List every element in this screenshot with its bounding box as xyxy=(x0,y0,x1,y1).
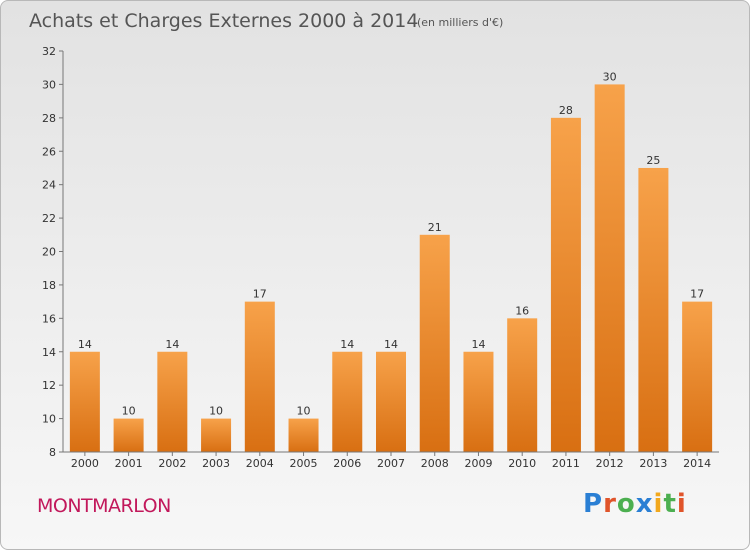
y-tick-label: 18 xyxy=(42,279,56,292)
y-tick-label: 32 xyxy=(42,45,56,58)
bar xyxy=(244,301,275,452)
y-tick-label: 14 xyxy=(42,346,56,359)
y-tick-label: 10 xyxy=(42,413,56,426)
logo-letter: t xyxy=(663,489,677,519)
bar xyxy=(288,418,319,452)
bar xyxy=(157,351,188,452)
x-tick-label: 2014 xyxy=(683,457,711,470)
bar xyxy=(507,318,538,452)
y-tick-label: 26 xyxy=(42,145,56,158)
bar-value-label: 17 xyxy=(690,288,704,301)
bar-value-label: 14 xyxy=(384,338,398,351)
y-tick-label: 24 xyxy=(42,179,56,192)
chart-title: Achats et Charges Externes 2000 à 2014 xyxy=(29,10,418,32)
y-tick-label: 16 xyxy=(42,312,56,325)
logo-letter: r xyxy=(603,489,617,519)
x-tick-label: 2001 xyxy=(115,457,143,470)
logo-letter: o xyxy=(616,489,636,519)
bar-value-label: 10 xyxy=(297,405,311,418)
y-tick-label: 30 xyxy=(42,78,56,91)
logo-letter: i xyxy=(676,489,687,519)
logo-letter: i xyxy=(653,489,664,519)
x-tick-label: 2008 xyxy=(421,457,449,470)
x-tick-label: 2000 xyxy=(71,457,99,470)
bar-value-label: 25 xyxy=(646,154,660,167)
y-tick-label: 20 xyxy=(42,246,56,259)
bar-value-label: 14 xyxy=(471,338,485,351)
x-tick-label: 2010 xyxy=(508,457,536,470)
x-tick-label: 2011 xyxy=(552,457,580,470)
proxiti-logo: Proxiti xyxy=(583,489,687,519)
y-tick-label: 22 xyxy=(42,212,56,225)
bar-value-label: 28 xyxy=(559,104,573,117)
x-tick-label: 2004 xyxy=(246,457,274,470)
logo-letter: x xyxy=(635,489,654,519)
bar xyxy=(463,351,494,452)
y-tick-label: 28 xyxy=(42,112,56,125)
x-tick-label: 2002 xyxy=(158,457,186,470)
bar xyxy=(550,117,581,452)
x-axis: 2000 2001 2002 2003 2004 2005 2006 2007 2008 2009… xyxy=(63,451,719,470)
bar xyxy=(682,301,713,452)
bar xyxy=(638,167,669,453)
bar xyxy=(332,351,363,452)
bar xyxy=(594,84,625,453)
x-tick-label: 2009 xyxy=(464,457,492,470)
town-name: MONTMARLON xyxy=(37,495,171,517)
y-tick-label: 8 xyxy=(49,446,56,459)
bar-value-label: 10 xyxy=(209,405,223,418)
bars: 14 10 14 10 17 10 14 14 21 14 16 28 30 25 17 xyxy=(69,70,713,453)
x-tick-label: 2013 xyxy=(639,457,667,470)
bar-value-label: 16 xyxy=(515,304,529,317)
bar-value-label: 14 xyxy=(78,338,92,351)
bar xyxy=(201,418,232,452)
bar-value-label: 14 xyxy=(165,338,179,351)
x-tick-label: 2005 xyxy=(290,457,318,470)
chart-subtitle: (en milliers d'€) xyxy=(417,16,503,29)
bar-value-label: 14 xyxy=(340,338,354,351)
bar xyxy=(376,351,406,452)
x-tick-label: 2007 xyxy=(377,457,405,470)
bar-value-label: 21 xyxy=(428,221,442,234)
y-axis: 8 10 12 14 16 18 20 22 24 26 28 30 32 xyxy=(42,45,64,459)
bar-value-label: 10 xyxy=(122,405,136,418)
bar xyxy=(419,234,450,452)
y-tick-label: 12 xyxy=(42,379,56,392)
x-tick-label: 2012 xyxy=(596,457,624,470)
logo-letter: P xyxy=(583,489,604,519)
bar-value-label: 17 xyxy=(253,288,267,301)
bar xyxy=(113,418,144,452)
bar xyxy=(69,351,100,452)
bar-value-label: 30 xyxy=(603,70,617,83)
x-tick-label: 2006 xyxy=(333,457,361,470)
x-tick-label: 2003 xyxy=(202,457,230,470)
